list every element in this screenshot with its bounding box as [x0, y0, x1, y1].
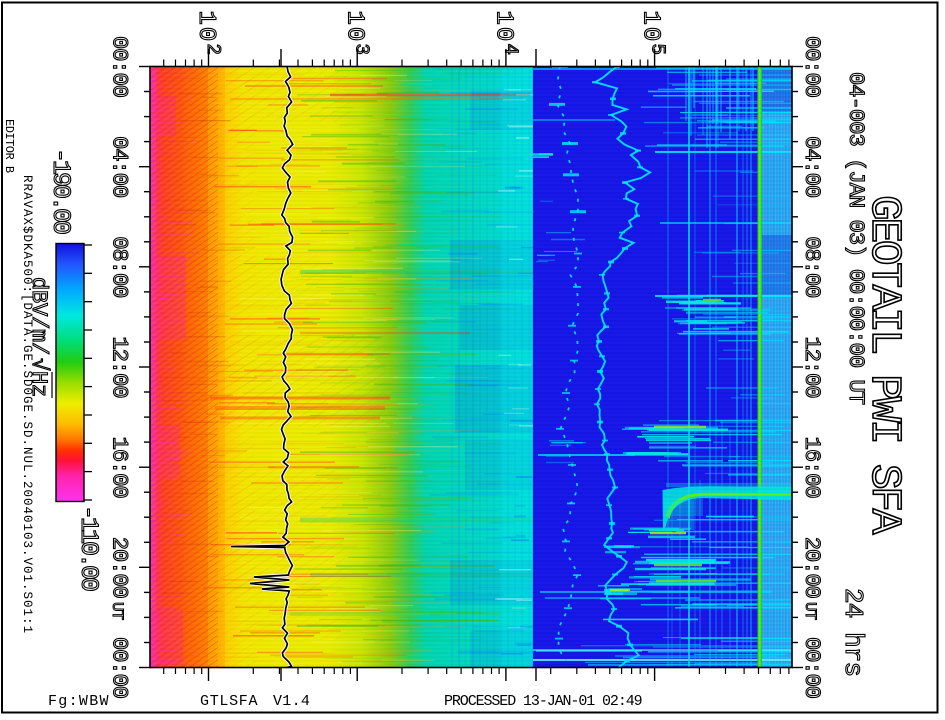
svg-text:Fg:WBW: Fg:WBW	[48, 693, 110, 710]
svg-text:√Hz: √Hz	[26, 358, 51, 397]
svg-text:GEOTAIL PWI SFA: GEOTAIL PWI SFA	[860, 195, 909, 535]
svg-text:10: 10	[637, 11, 664, 44]
svg-text:UT: UT	[801, 602, 819, 620]
svg-text:16:00: 16:00	[107, 437, 132, 498]
svg-text:dBV/m/: dBV/m/	[26, 277, 51, 355]
svg-text:08:00: 08:00	[799, 236, 824, 297]
svg-text:12:00: 12:00	[799, 337, 824, 398]
svg-text:20:00: 20:00	[107, 537, 132, 598]
svg-text:RRAVAX$DKA500:[DATA.GE.SD0GE.S: RRAVAX$DKA500:[DATA.GE.SD0GE.SD.NUL.2004…	[20, 175, 34, 634]
svg-text:00:00: 00:00	[107, 36, 132, 97]
svg-text:2: 2	[202, 44, 224, 55]
svg-text:04:00: 04:00	[799, 136, 824, 197]
svg-text:UT: UT	[108, 602, 126, 620]
svg-text:PROCESSED 13-JAN-01 02:49: PROCESSED 13-JAN-01 02:49	[444, 693, 642, 710]
svg-text:3: 3	[351, 44, 373, 55]
svg-text:24 hrs: 24 hrs	[838, 588, 868, 676]
svg-text:4: 4	[500, 44, 522, 55]
svg-text:V1.4: V1.4	[273, 693, 310, 710]
svg-text:00:00: 00:00	[799, 637, 824, 698]
svg-text:20:00: 20:00	[799, 537, 824, 598]
svg-text:00:00: 00:00	[107, 637, 132, 698]
svg-text:16:00: 16:00	[799, 437, 824, 498]
svg-text:12:00: 12:00	[107, 337, 132, 398]
svg-text:04:00: 04:00	[107, 136, 132, 197]
svg-text:08:00: 08:00	[107, 236, 132, 297]
svg-text:EDITOR B: EDITOR B	[2, 119, 16, 173]
svg-text:GTLSFA: GTLSFA	[200, 693, 258, 710]
svg-text:10: 10	[490, 11, 517, 44]
svg-text:00:00: 00:00	[799, 36, 824, 97]
svg-text:-110.00: -110.00	[74, 505, 103, 591]
svg-text:5: 5	[647, 44, 669, 55]
svg-text:04-003 (JAN 03) 00:00:00 UT: 04-003 (JAN 03) 00:00:00 UT	[843, 72, 868, 405]
svg-text:10: 10	[192, 11, 219, 44]
svg-text:10: 10	[341, 11, 368, 44]
svg-text:-190.00: -190.00	[46, 148, 75, 234]
